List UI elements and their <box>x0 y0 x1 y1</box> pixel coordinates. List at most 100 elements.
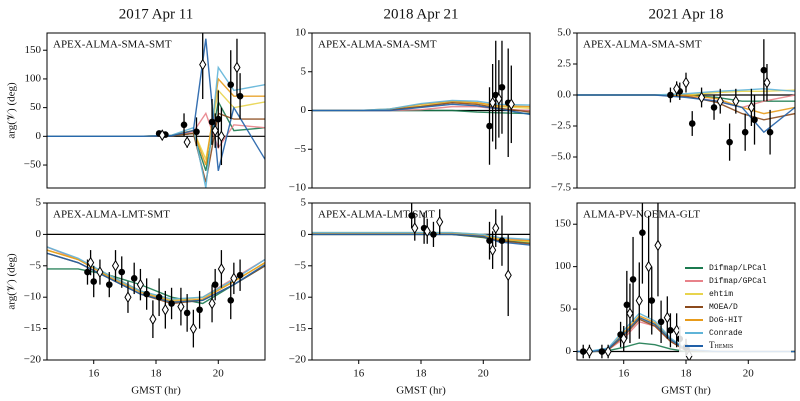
data-point <box>654 239 662 252</box>
x-tick-label: 16 <box>88 368 100 380</box>
data-point <box>227 297 235 304</box>
y-tick-label: 10 <box>295 27 307 39</box>
y-tick-label: 150 <box>25 44 42 56</box>
data-point <box>667 326 674 334</box>
data-point <box>149 313 157 326</box>
data-point <box>673 82 681 95</box>
data-point <box>208 118 216 126</box>
data-point <box>489 244 497 257</box>
plot-area <box>312 40 530 165</box>
data-point <box>507 98 515 111</box>
x-axis-label: GMST (hr) <box>396 385 446 397</box>
model-curve <box>47 246 265 300</box>
data-point <box>193 128 200 136</box>
data-point <box>688 120 696 127</box>
y-tick-label: 0 <box>36 228 42 240</box>
y-tick-label: 2.5 <box>557 58 571 70</box>
model-curve <box>47 112 265 183</box>
y-tick-label: −10 <box>24 291 42 303</box>
y-tick-label: 0 <box>566 345 572 357</box>
y-tick-label: −5 <box>294 259 306 271</box>
data-point <box>489 96 497 109</box>
y-axis-label: arg(𝒱) (deg) <box>6 253 18 310</box>
data-point <box>635 294 643 307</box>
data-point <box>408 212 415 219</box>
panel-label: APEX-ALMA-LMT-SMT <box>53 209 170 221</box>
data-point <box>217 262 225 275</box>
y-tick-label: −5.0 <box>551 151 571 163</box>
data-point <box>751 116 758 124</box>
y-tick-label: −15 <box>289 322 307 334</box>
plot-area <box>47 33 265 188</box>
y-tick-label: 0 <box>36 130 42 142</box>
model-curve <box>47 246 265 302</box>
data-point <box>626 307 634 320</box>
plot-area <box>47 233 265 348</box>
y-axis-label: arg(𝒱) (deg) <box>6 82 18 139</box>
x-tick-label: 20 <box>478 368 490 380</box>
x-tick-label: 16 <box>353 368 365 380</box>
model-curve <box>577 94 795 121</box>
data-point <box>657 318 665 326</box>
data-point <box>124 291 132 304</box>
data-point <box>217 130 225 143</box>
y-tick-label: −10 <box>289 291 307 303</box>
data-point <box>732 95 740 108</box>
data-point <box>747 101 755 114</box>
data-point <box>233 61 241 74</box>
data-point <box>741 128 749 136</box>
data-point <box>155 293 163 301</box>
y-tick-label: −7.5 <box>551 182 571 194</box>
y-tick-label: 0.0 <box>557 89 571 101</box>
legend-label: MOEA/D <box>709 303 738 312</box>
data-point <box>436 215 444 228</box>
data-point <box>236 271 244 279</box>
data-point <box>585 345 594 358</box>
x-tick-label: 16 <box>618 368 630 380</box>
legend-label: Difmap/GPCal <box>709 277 767 286</box>
data-point <box>495 92 503 105</box>
data-point <box>663 311 671 324</box>
data-point <box>211 281 219 288</box>
data-point <box>208 297 216 310</box>
data-point <box>648 297 656 304</box>
data-point <box>697 91 706 104</box>
y-tick-label: −10 <box>289 182 307 194</box>
data-point <box>236 92 244 100</box>
data-point <box>726 138 733 146</box>
y-tick-label: 5 <box>301 65 307 77</box>
data-point <box>504 269 512 282</box>
data-point <box>411 222 419 235</box>
y-tick-label: −2.5 <box>551 120 571 132</box>
data-point <box>760 66 768 74</box>
legend-label: Difmap/LPCal <box>709 264 767 273</box>
data-point <box>180 121 188 129</box>
x-tick-label: 18 <box>416 368 428 380</box>
panel-title: 2018 Apr 21 <box>384 6 459 22</box>
data-point <box>645 260 653 273</box>
y-tick-label: −15 <box>24 322 42 334</box>
data-point <box>716 95 724 108</box>
panel-label: APEX-ALMA-SMA-SMT <box>318 39 437 51</box>
data-point <box>486 237 493 244</box>
data-point <box>579 348 587 355</box>
y-tick-label: 0 <box>301 104 307 116</box>
panel-label: APEX-ALMA-SMA-SMT <box>583 39 702 51</box>
data-point <box>763 76 771 89</box>
data-point <box>90 278 98 285</box>
y-tick-label: 100 <box>555 260 572 272</box>
y-tick-label: −20 <box>24 354 42 366</box>
data-point <box>639 229 646 237</box>
data-point <box>189 322 197 335</box>
data-point <box>710 104 718 111</box>
y-tick-label: 5 <box>36 197 42 209</box>
data-point <box>214 115 222 123</box>
y-tick-label: −5 <box>29 259 41 271</box>
panel-title: 2017 Apr 11 <box>119 6 193 22</box>
data-point <box>230 272 238 285</box>
legend-label: DoG-HIT <box>709 316 743 325</box>
x-tick-label: 20 <box>743 368 755 380</box>
data-point <box>598 348 606 355</box>
legend-label: ehtim <box>709 290 733 299</box>
data-point <box>158 129 166 142</box>
